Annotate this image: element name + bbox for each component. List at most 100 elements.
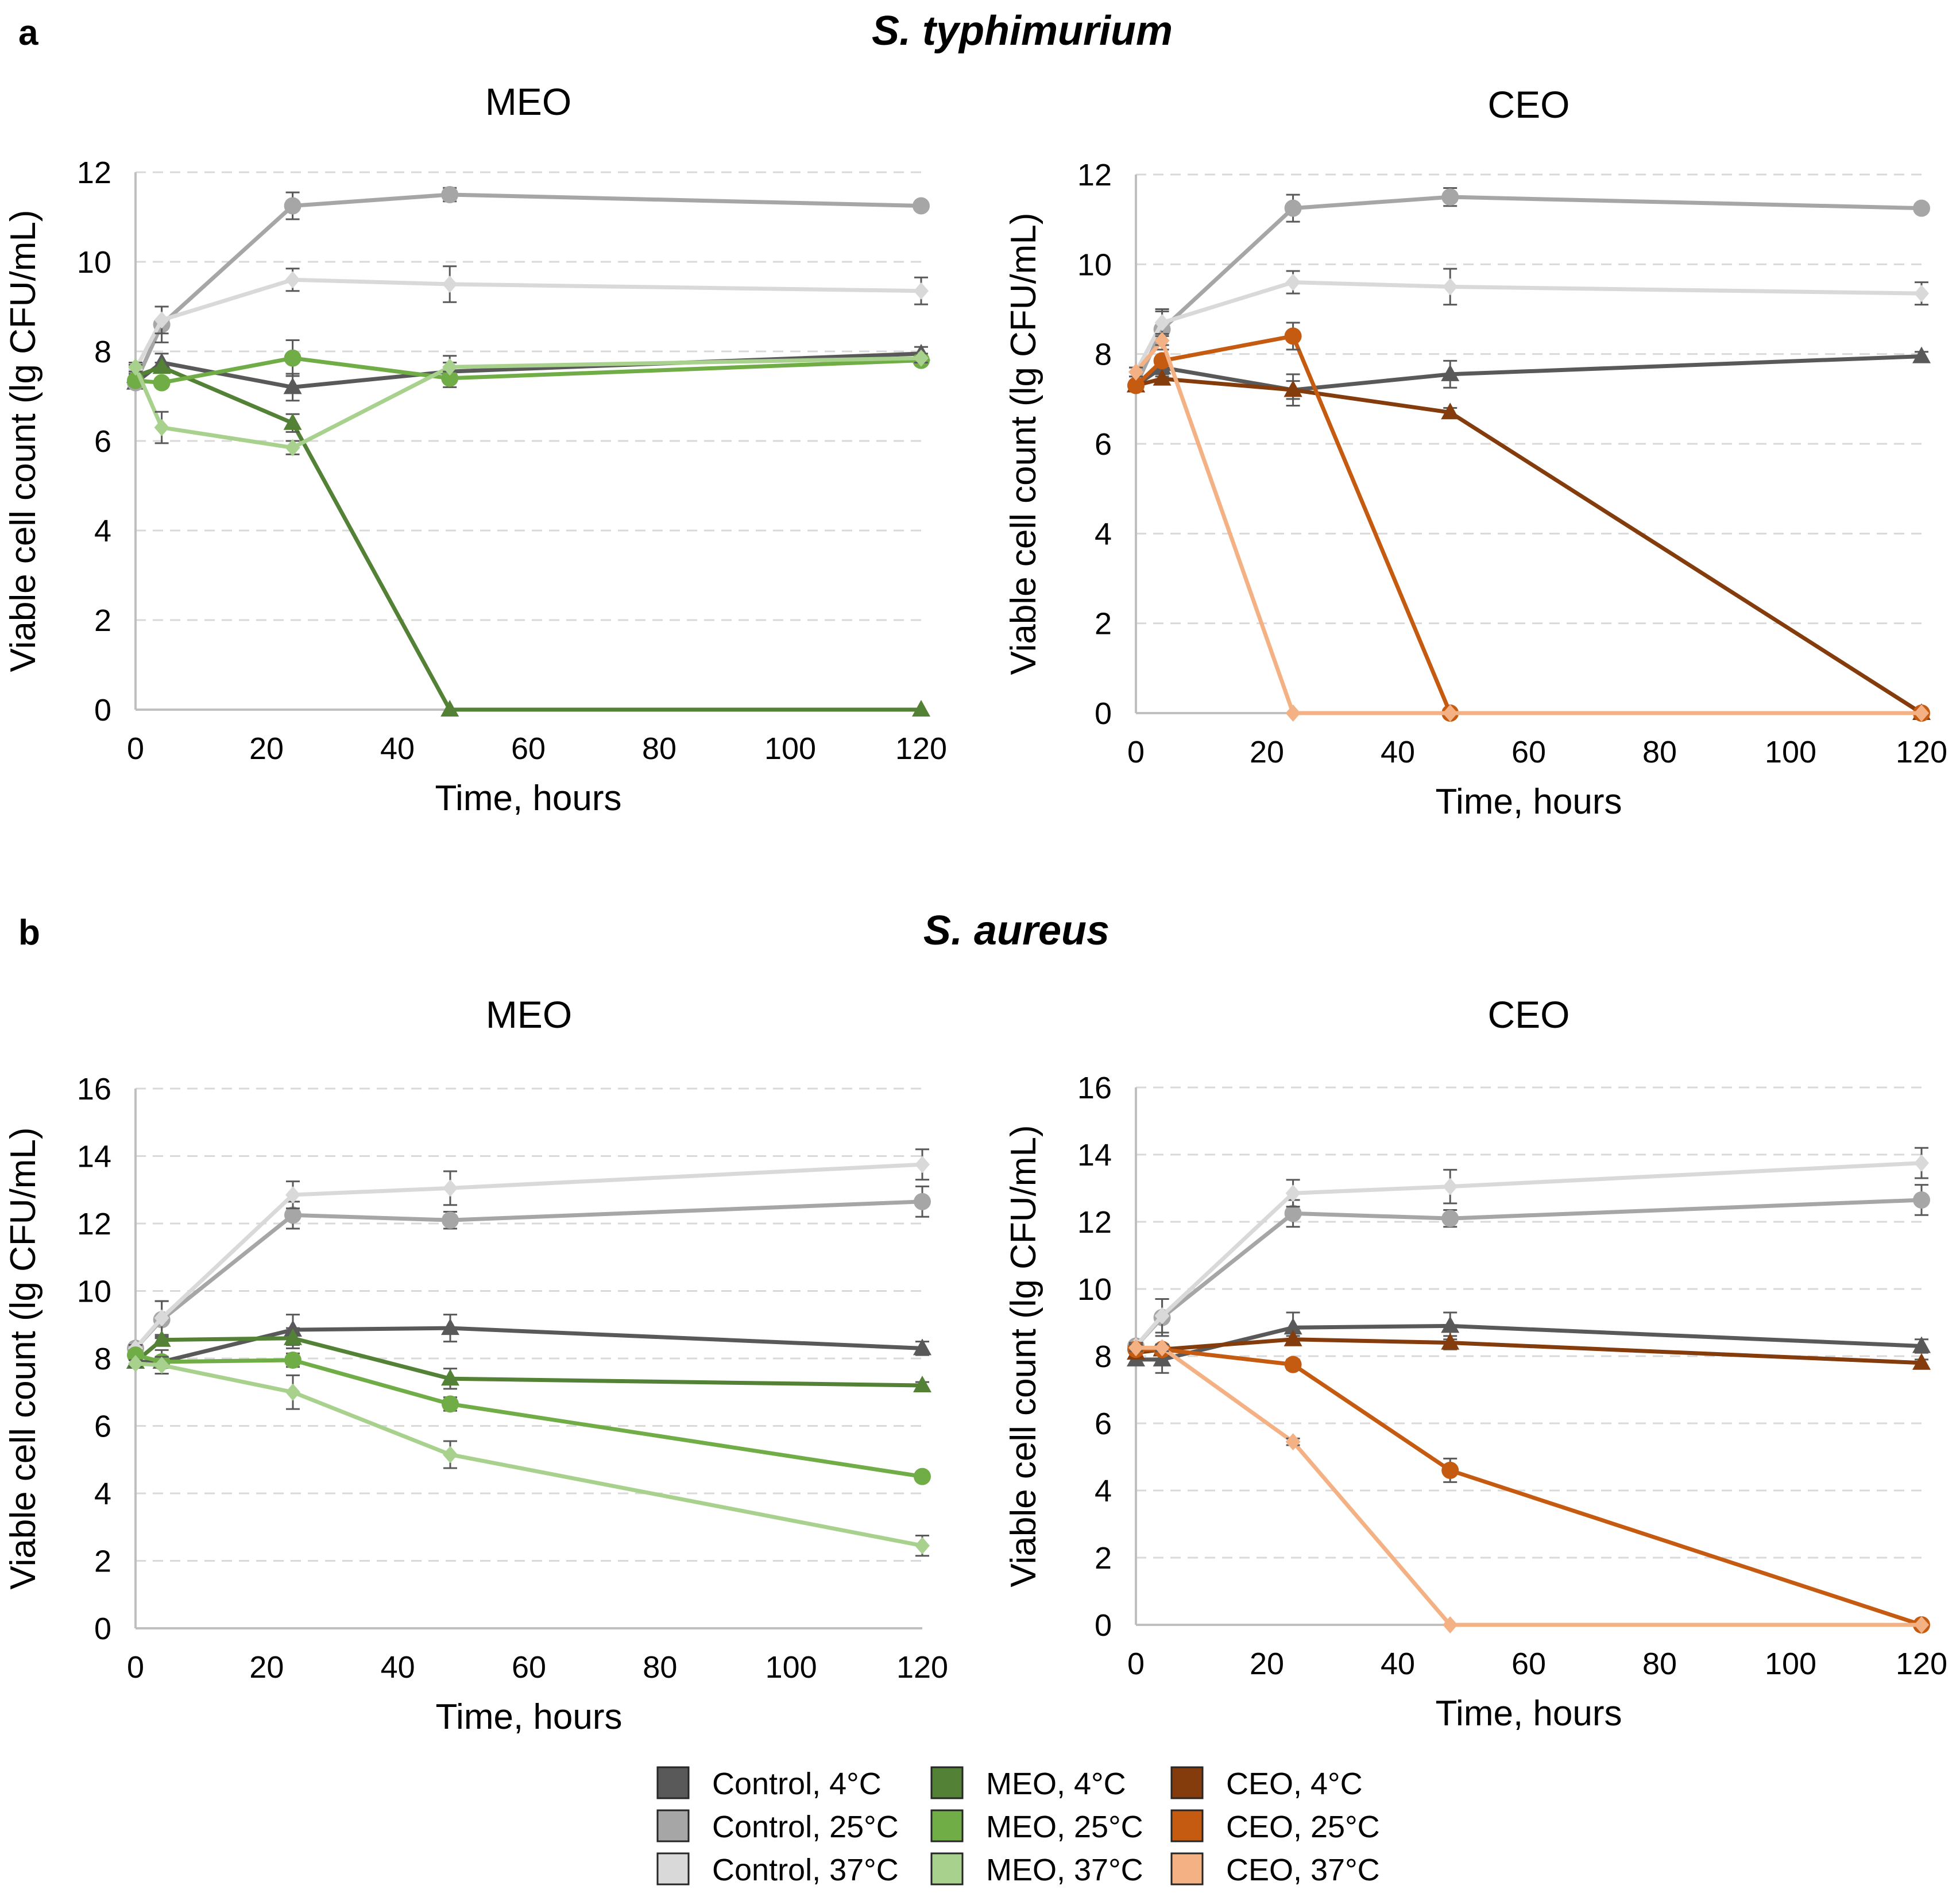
data-point	[1441, 1316, 1460, 1333]
data-point	[913, 197, 930, 215]
legend-swatch	[656, 1852, 690, 1886]
series-meo-25c	[127, 1346, 931, 1485]
data-point	[440, 700, 459, 717]
y-axis-label: Viable cell count (lg CFU/mL)	[3, 1127, 43, 1589]
data-point	[1284, 380, 1302, 397]
data-point	[1441, 1210, 1459, 1228]
series-ceo-37c	[1128, 1339, 1929, 1633]
y-tick-label: 12	[1077, 1205, 1112, 1240]
panel-b-organism: S. aureus	[923, 908, 1109, 954]
y-tick-label: 8	[1095, 1339, 1112, 1374]
series-line	[133, 277, 922, 370]
legend-item-control-4c: Control, 4°C	[656, 1766, 882, 1801]
x-tick-label: 100	[764, 731, 816, 766]
y-tick-label: 6	[94, 1410, 111, 1444]
y-tick-label: 8	[1095, 338, 1112, 372]
y-tick-label: 16	[77, 1072, 111, 1106]
data-point	[1914, 285, 1929, 303]
y-tick-label: 12	[77, 1207, 111, 1241]
data-point	[1914, 1616, 1929, 1633]
data-point	[914, 349, 929, 367]
data-point	[914, 282, 929, 300]
y-tick-label: 2	[94, 603, 111, 638]
y-tick-label: 4	[1095, 1474, 1112, 1508]
legend-label: MEO, 37°C	[986, 1853, 1143, 1887]
x-axis-label: Time, hours	[1435, 782, 1622, 822]
chart-title: MEO	[486, 993, 572, 1036]
data-point	[441, 1318, 459, 1335]
data-point	[283, 377, 302, 394]
data-point	[1128, 363, 1143, 381]
x-tick-label: 100	[1765, 735, 1816, 769]
series-ceo-4c	[1127, 1329, 1931, 1370]
legend-label: Control, 37°C	[712, 1853, 899, 1887]
chart-title: MEO	[485, 80, 571, 123]
data-point	[284, 1328, 302, 1345]
series-line	[1136, 1345, 1922, 1627]
y-tick-label: 8	[94, 1342, 111, 1376]
y-tick-label: 14	[77, 1140, 111, 1174]
series-line	[136, 1326, 923, 1364]
legend-item-control-37c: Control, 37°C	[656, 1852, 899, 1887]
data-point	[285, 271, 300, 289]
x-tick-label: 0	[127, 731, 144, 766]
x-axis-label: Time, hours	[1435, 1694, 1622, 1733]
legend-swatch	[656, 1809, 690, 1842]
data-point	[442, 1395, 459, 1413]
legend-swatch	[930, 1852, 964, 1886]
data-point	[152, 1330, 171, 1347]
x-tick-label: 60	[1511, 735, 1546, 769]
data-point	[914, 1468, 931, 1485]
legend-item-meo-25c: MEO, 25°C	[930, 1809, 1143, 1844]
data-point	[1443, 1178, 1458, 1195]
data-point	[441, 369, 459, 387]
legend-swatch	[1170, 1852, 1204, 1886]
data-point	[283, 413, 302, 430]
y-tick-label: 2	[1095, 1541, 1112, 1575]
series-control-4c	[126, 343, 930, 402]
data-point	[1913, 1191, 1930, 1209]
data-point	[1154, 332, 1170, 350]
y-axis-label: Viable cell count (lg CFU/mL)	[1004, 212, 1043, 675]
panel-b-letter: b	[18, 913, 40, 953]
y-tick-label: 10	[77, 1275, 111, 1309]
legend-swatch	[1170, 1766, 1204, 1799]
y-tick-label: 6	[1095, 1407, 1112, 1441]
data-point	[1128, 1339, 1143, 1357]
series-line	[1134, 338, 1922, 715]
legend-label: CEO, 25°C	[1226, 1810, 1380, 1844]
x-tick-label: 80	[1642, 735, 1677, 769]
data-point	[915, 1537, 930, 1555]
data-point	[284, 1351, 301, 1369]
data-point	[1441, 364, 1460, 381]
y-tick-label: 6	[1095, 427, 1112, 462]
series-control-4c	[126, 1314, 931, 1375]
legend-swatch	[930, 1766, 964, 1799]
x-tick-label: 40	[380, 731, 415, 766]
legend-label: Control, 4°C	[712, 1767, 882, 1801]
data-point	[1441, 188, 1459, 206]
data-point	[913, 1338, 931, 1356]
data-point	[284, 197, 301, 215]
series-line	[133, 356, 922, 450]
data-point	[914, 1193, 931, 1210]
y-tick-label: 10	[77, 245, 111, 280]
legend-label: CEO, 4°C	[1226, 1767, 1363, 1801]
panel-a-letter: a	[18, 13, 38, 53]
legend-swatch	[930, 1809, 964, 1842]
data-point	[1441, 402, 1460, 420]
x-tick-label: 20	[249, 1650, 284, 1685]
x-tick-label: 120	[1896, 1647, 1947, 1681]
data-point	[1912, 346, 1931, 363]
x-tick-label: 80	[642, 731, 676, 766]
x-tick-label: 60	[1511, 1647, 1546, 1681]
series-control-37c	[1128, 268, 1929, 381]
x-tick-label: 60	[511, 731, 546, 766]
x-tick-label: 0	[127, 1650, 144, 1685]
x-tick-label: 20	[1250, 1647, 1284, 1681]
series-line	[1135, 377, 1923, 715]
data-point	[1441, 1333, 1460, 1350]
x-axis-label: Time, hours	[435, 779, 621, 818]
